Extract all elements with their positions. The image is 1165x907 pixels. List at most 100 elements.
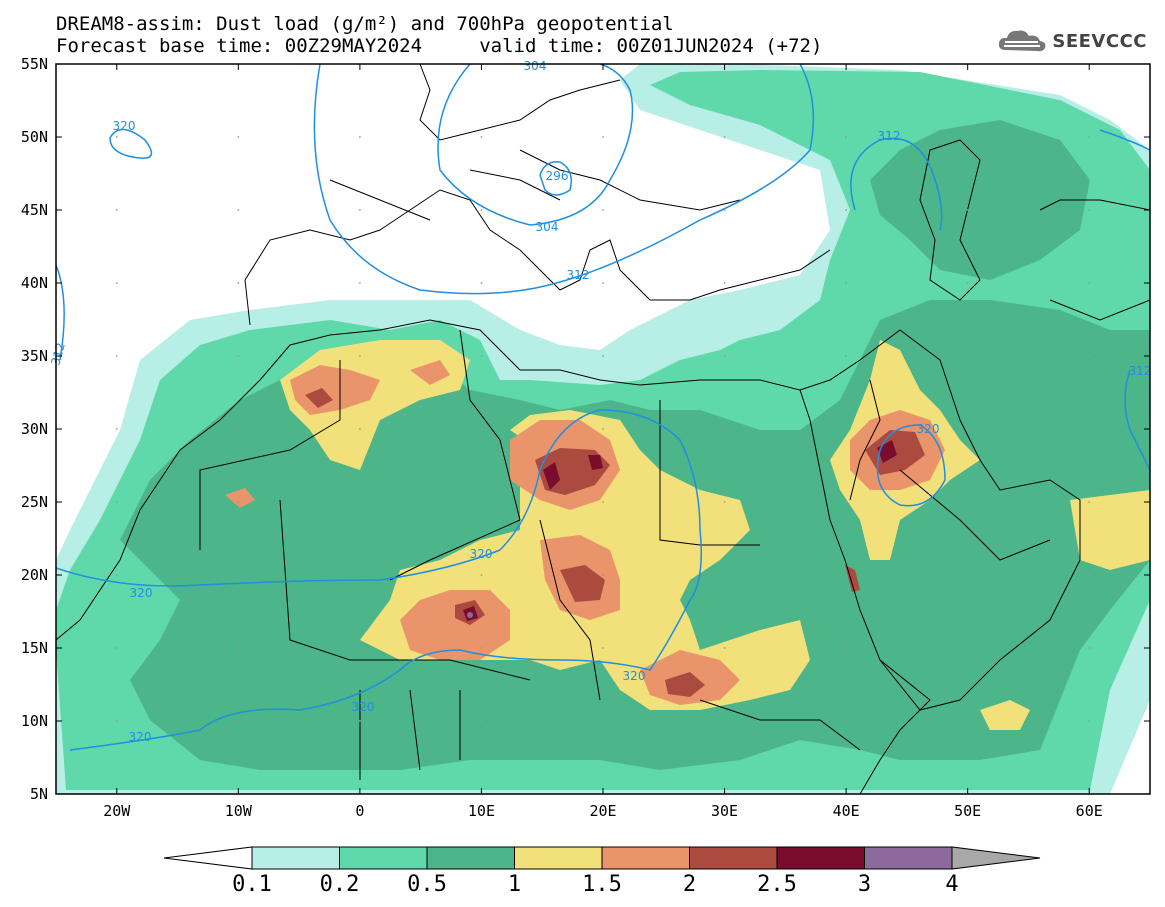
colorbar-label: 1 (507, 872, 522, 897)
grid-dot (966, 720, 969, 722)
grid-dot (115, 647, 118, 649)
grid-dot (1088, 136, 1091, 138)
lat-label: 15N (20, 639, 48, 657)
colorbar-label: 2.5 (757, 872, 797, 897)
grid-dot (358, 136, 361, 138)
lon-label: 30E (711, 802, 739, 820)
grid-dots (115, 136, 1091, 722)
grid-dot (966, 136, 969, 138)
border-line-4 (539, 519, 601, 701)
colorbar-under-triangle (163, 846, 253, 870)
grid-dot (480, 282, 483, 284)
grid-dot (237, 720, 240, 722)
contour-labels: 304 296 304 312 312 320 312 320 320 320 … (48, 59, 1151, 744)
grid-dot (237, 355, 240, 357)
grid-dot (966, 209, 969, 211)
grid-dot (602, 136, 604, 138)
lat-label: 30N (20, 420, 48, 438)
lat-label: 10N (20, 712, 48, 730)
grid-dot (237, 209, 240, 211)
axis-ticks (56, 63, 1150, 795)
dust-level-1.5-algeria (410, 360, 450, 385)
dust-level-2-morocco (305, 388, 333, 408)
grid-dot (845, 209, 848, 211)
contour-label: 296 (546, 169, 569, 183)
colorbar-label: 0.2 (319, 872, 360, 897)
grid-dot (115, 501, 118, 503)
lon-label: 60E (1075, 802, 1103, 820)
contour-label: 304 (536, 220, 559, 234)
grid-dot (723, 574, 726, 576)
grid-dot (237, 136, 240, 138)
caspian-coastline (919, 139, 981, 301)
lon-label: 10E (467, 802, 495, 820)
border-line-5 (279, 499, 531, 681)
grid-dot (602, 209, 604, 211)
contour-label: 320 (623, 669, 646, 683)
grid-dot (480, 209, 483, 211)
contour-296 (539, 161, 572, 196)
dust-level-1-yemen (980, 700, 1030, 730)
colorbar-over-triangle (951, 846, 1041, 870)
lat-label: 45N (20, 201, 48, 219)
grid-dot (723, 647, 726, 649)
contour-312-caspian (850, 137, 943, 231)
grid-dot (602, 647, 604, 649)
lat-label: 5N (29, 785, 48, 803)
grid-dot (237, 574, 240, 576)
grid-dot (723, 355, 726, 357)
lat-label: 55N (20, 55, 48, 73)
grid-dot (115, 428, 118, 430)
contour-label: 312 (878, 129, 901, 143)
contour-312-east-south (1124, 369, 1150, 471)
grid-dot (115, 574, 118, 576)
grid-dot (480, 428, 483, 430)
grid-dot (115, 282, 118, 284)
grid-dot (723, 720, 726, 722)
grid-dot (237, 428, 240, 430)
lon-label: 10W (224, 802, 252, 820)
border-line-1 (199, 360, 341, 550)
contour-label: 320 (130, 586, 153, 600)
grid-dot (723, 501, 726, 503)
grid-dot (723, 282, 726, 284)
grid-dot (237, 282, 240, 284)
grid-dot (358, 355, 361, 357)
colorbar (163, 846, 1041, 870)
colorbar-label: 2 (682, 872, 697, 897)
arabia-coastline (799, 329, 1081, 711)
grid-dot (966, 428, 969, 430)
contour-label: 312 (567, 268, 590, 282)
grid-dot (602, 501, 604, 503)
grid-dot (845, 574, 848, 576)
contour-label: 320 (917, 422, 940, 436)
map-title: DREAM8-assim: Dust load (g/m²) and 700hP… (56, 13, 674, 35)
grid-dot (358, 574, 361, 576)
grid-dot (845, 720, 848, 722)
grid-dot (237, 647, 240, 649)
lon-label: 50E (954, 802, 982, 820)
europe-coastline (244, 189, 831, 326)
grid-dot (115, 355, 118, 357)
dust-level-2-chad (560, 565, 605, 602)
grid-dot (966, 574, 969, 576)
grid-dot (480, 501, 483, 503)
colorbar-label: 3 (857, 872, 872, 897)
grid-dot (723, 428, 726, 430)
colorbar-segment (339, 846, 428, 870)
grid-dot (1088, 574, 1091, 576)
border-line-7 (699, 699, 861, 751)
border-line-11 (329, 169, 561, 221)
colorbar-label: 1.5 (582, 872, 622, 897)
grid-dot (115, 720, 118, 722)
border-line-3 (659, 400, 760, 546)
lon-label: 20E (589, 802, 617, 820)
grid-dot (602, 574, 604, 576)
contour-label: 304 (524, 59, 547, 73)
grid-dot (602, 720, 604, 722)
colorbar-segment (601, 846, 690, 870)
grid-dot (845, 647, 848, 649)
lat-label: 40N (20, 274, 48, 292)
colorbar-label: 0.1 (232, 872, 272, 897)
